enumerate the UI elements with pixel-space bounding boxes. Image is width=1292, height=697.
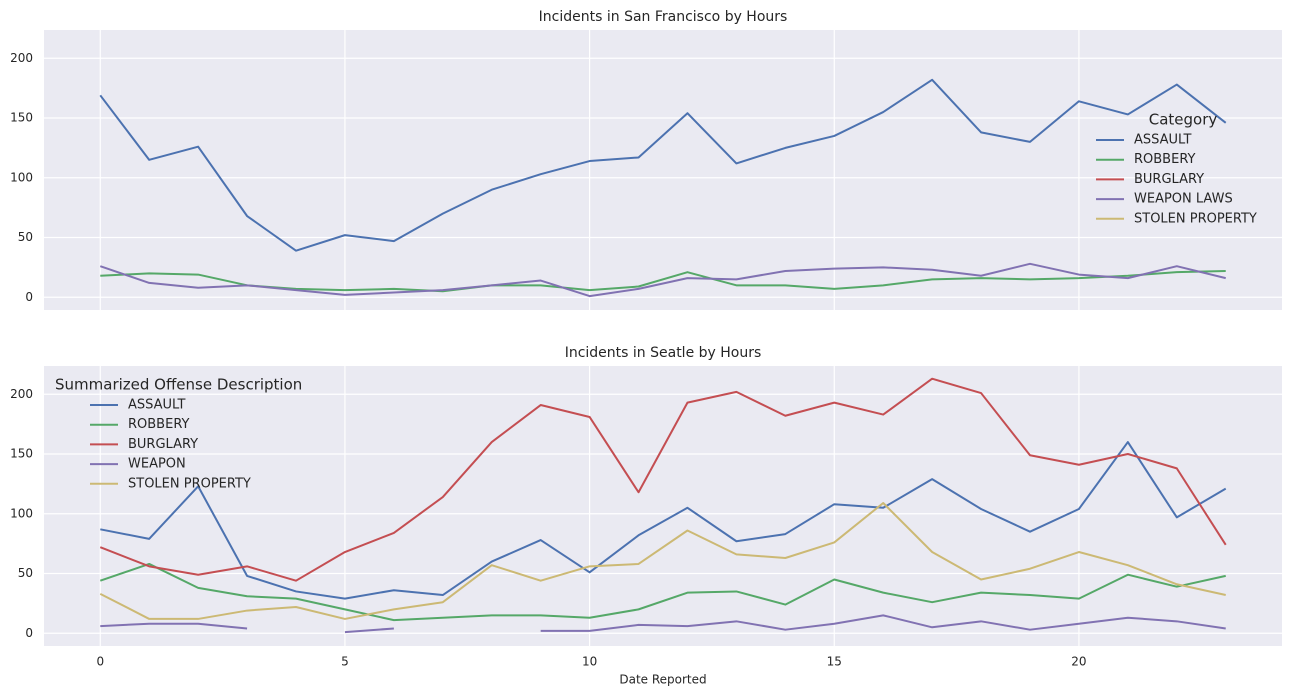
y-tick-label: 0 <box>25 290 33 304</box>
legend-label: ROBBERY <box>1134 152 1196 167</box>
y-tick-label: 150 <box>10 111 33 125</box>
y-tick-label: 50 <box>18 230 33 244</box>
legend-label: ASSAULT <box>128 398 185 413</box>
legend-label: STOLEN PROPERTY <box>1134 211 1257 226</box>
legend-title: Category <box>1149 111 1218 129</box>
series-line <box>99 562 1226 622</box>
y-tick-label: 150 <box>10 447 33 461</box>
plot-area <box>44 30 1282 310</box>
series-line <box>99 262 1226 298</box>
y-tick-label: 100 <box>10 506 33 520</box>
series-line <box>100 614 1226 634</box>
legend-label: ASSAULT <box>1134 133 1191 148</box>
chart-title: Incidents in San Francisco by Hours <box>539 9 788 25</box>
legend-label: STOLEN PROPERTY <box>128 476 251 491</box>
chart-title: Incidents in Seatle by Hours <box>565 345 762 361</box>
legend-label: ROBBERY <box>128 417 190 432</box>
x-tick-label: 20 <box>1071 655 1086 669</box>
legend-label: BURGLARY <box>128 437 198 452</box>
series-line <box>99 377 1227 582</box>
legend-label: WEAPON <box>128 457 186 472</box>
legend-title: Summarized Offense Description <box>55 376 302 394</box>
legend-label: WEAPON LAWS <box>1134 192 1233 207</box>
x-tick-label: 15 <box>827 655 842 669</box>
series-line <box>100 441 1227 600</box>
x-tick-label: 0 <box>96 655 104 669</box>
legend-label: BURGLARY <box>1134 172 1204 187</box>
y-tick-label: 200 <box>10 387 33 401</box>
y-tick-label: 200 <box>10 51 33 65</box>
series-line <box>99 502 1226 620</box>
x-axis-label: Date Reported <box>619 673 706 687</box>
x-tick-label: 5 <box>341 655 349 669</box>
x-tick-label: 10 <box>582 655 597 669</box>
series-line <box>99 78 1227 252</box>
y-tick-label: 50 <box>18 566 33 580</box>
y-tick-label: 0 <box>25 626 33 640</box>
y-tick-label: 100 <box>10 170 33 184</box>
plot-area <box>44 366 1282 646</box>
